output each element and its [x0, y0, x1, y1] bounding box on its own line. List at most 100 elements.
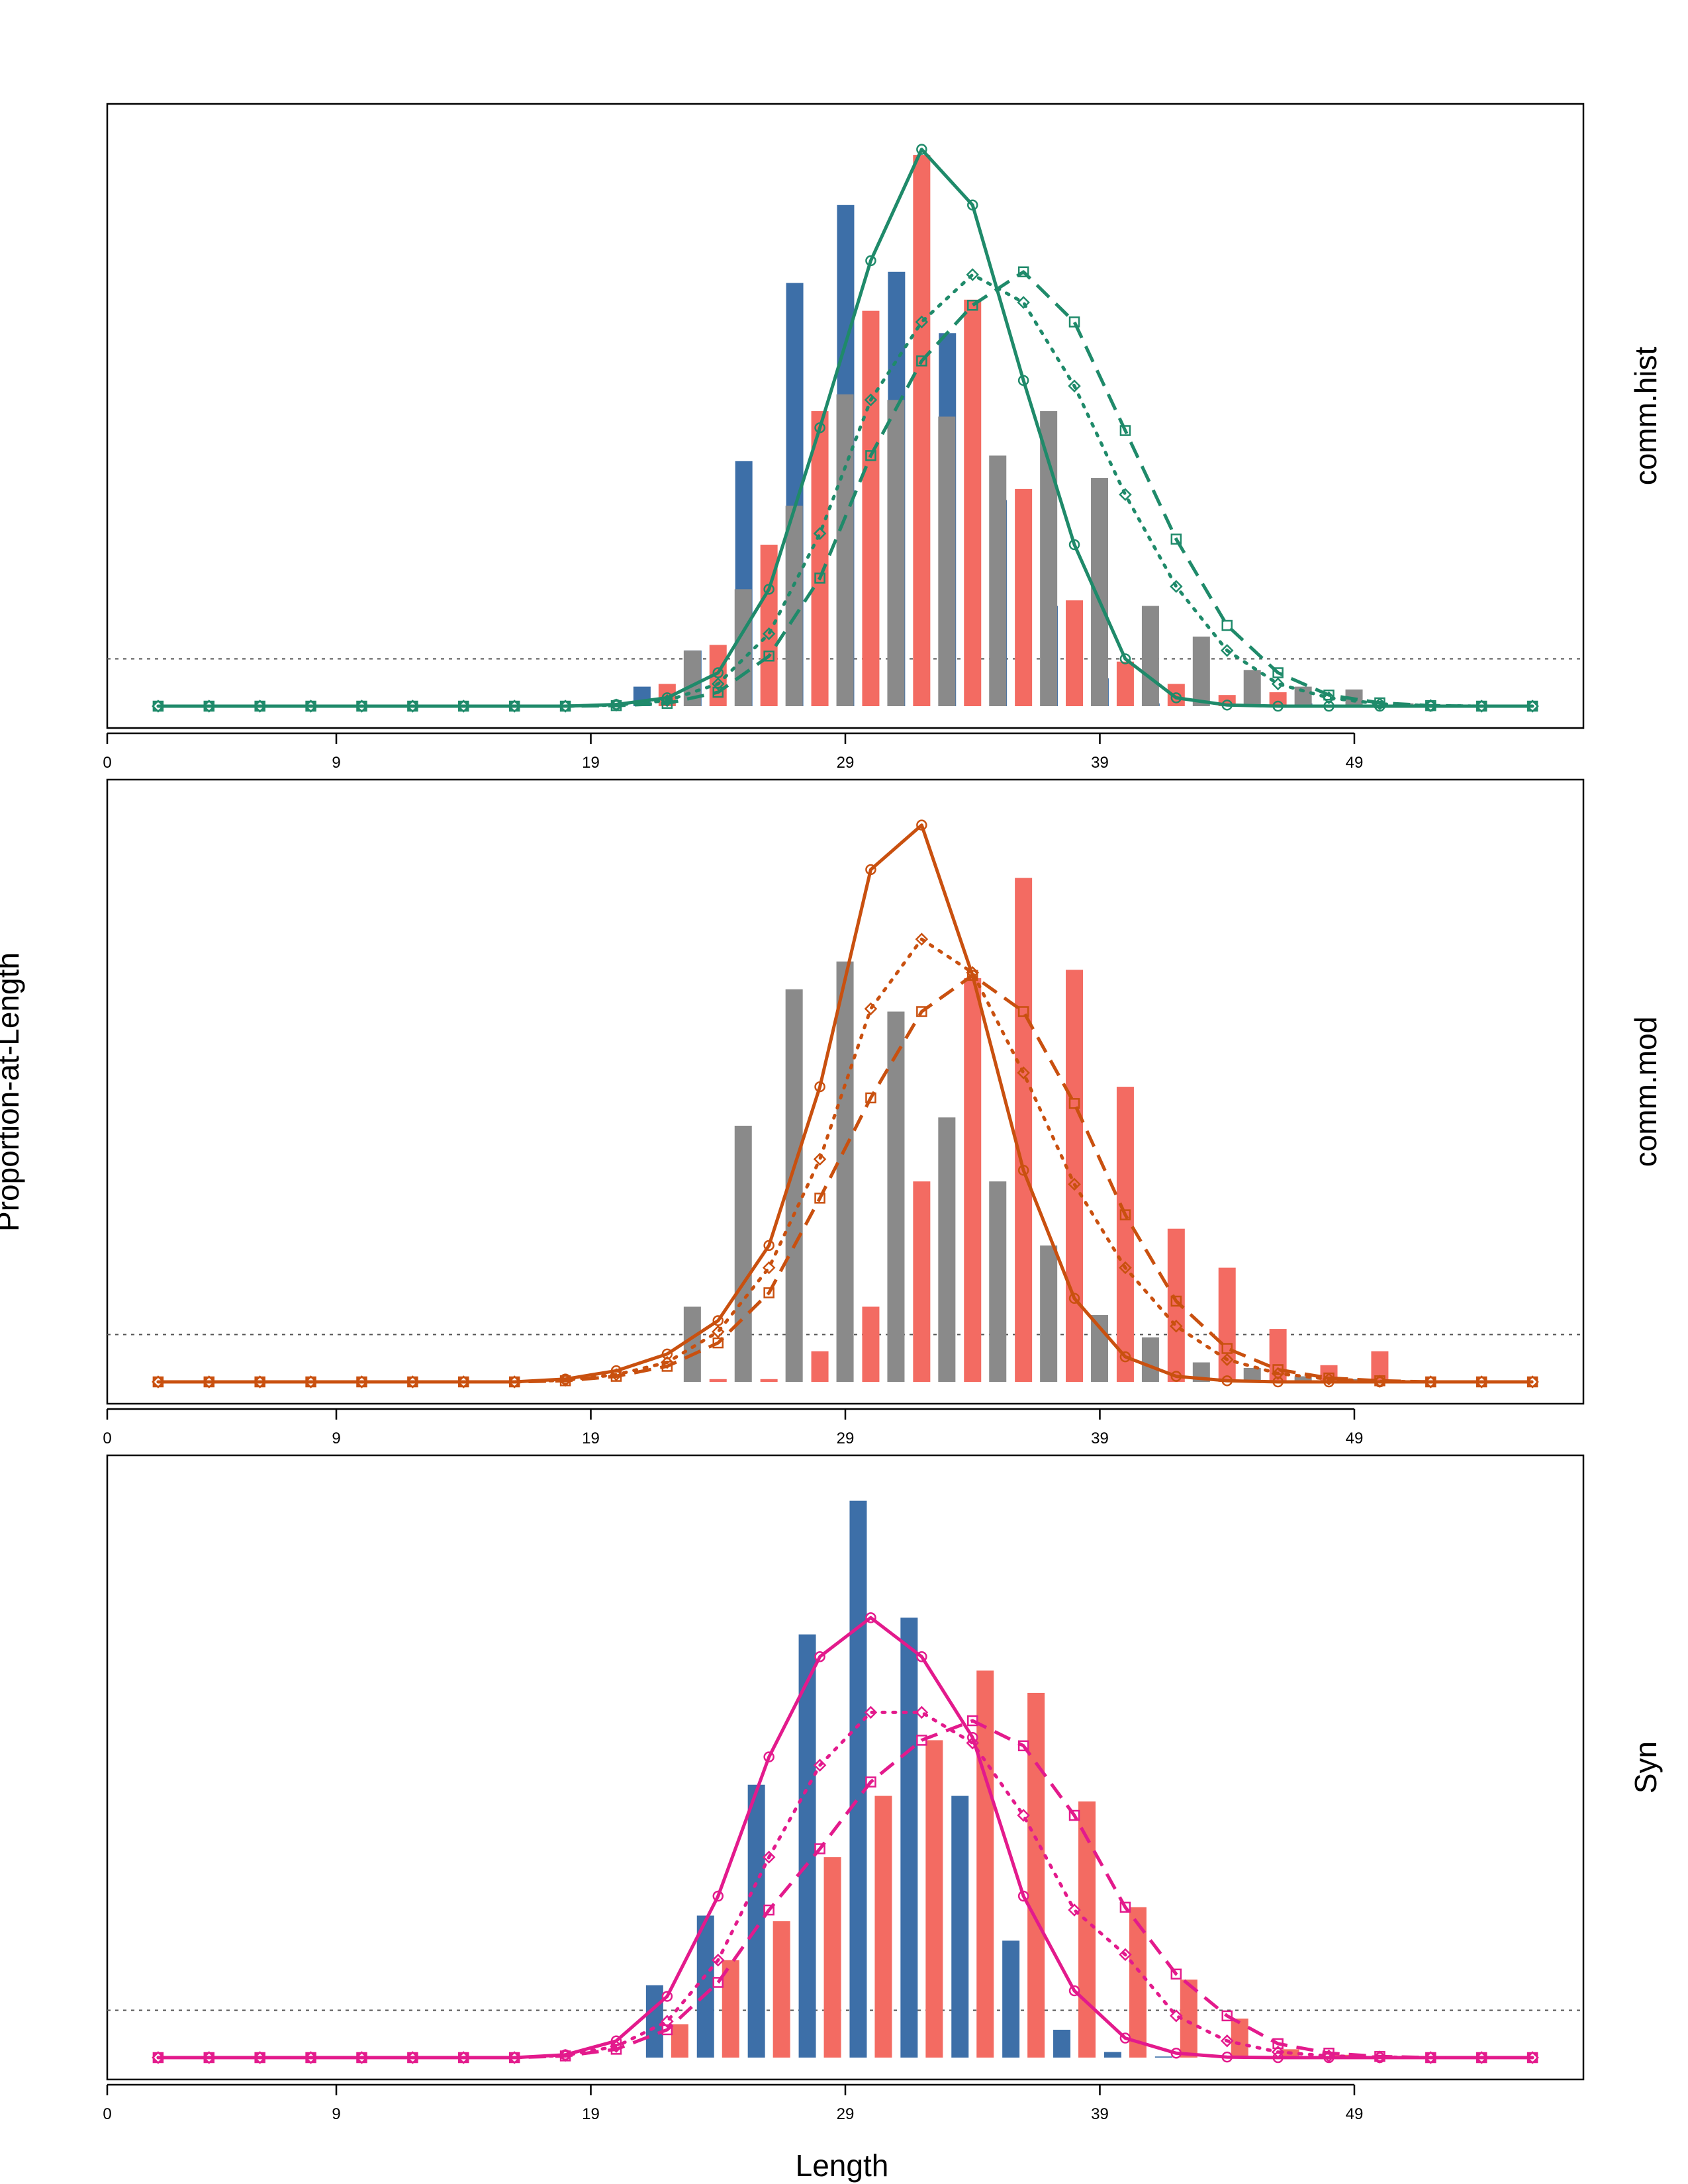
marker-square-2	[254, 700, 265, 712]
bar-s2-11	[1243, 670, 1261, 706]
marker-circle-14	[865, 1612, 876, 1623]
bar-s2-5	[938, 1117, 956, 1382]
line-dashed	[158, 974, 1533, 1384]
bar-s2-9	[1141, 1337, 1159, 1382]
marker-circle-17	[1017, 1165, 1029, 1176]
marker-diamond-20	[1170, 1320, 1183, 1333]
marker-square-11	[712, 686, 724, 698]
bar-s1-11	[1218, 1267, 1236, 1382]
marker-square-23	[1323, 1372, 1335, 1384]
bar-s1-4	[862, 1306, 880, 1382]
bar-s0-7	[1002, 1940, 1020, 2058]
bar-s1-3	[811, 1351, 829, 1382]
marker-square-18	[1068, 316, 1080, 328]
bar-s0-5	[900, 1617, 918, 2058]
marker-square-10	[661, 2024, 673, 2036]
marker-circle-20	[1170, 2048, 1182, 2059]
panel-label: comm.hist	[1628, 346, 1663, 485]
marker-diamond-10	[661, 2015, 674, 2028]
marker-diamond-21	[1220, 1353, 1234, 1367]
marker-circle-21	[1221, 700, 1233, 711]
marker-diamond-15	[915, 933, 929, 946]
marker-square-16	[966, 970, 978, 981]
line-dotted	[156, 273, 1534, 708]
line-dashed	[158, 270, 1533, 708]
bar-s2-4	[887, 400, 905, 706]
bar-s0-10	[1154, 2056, 1172, 2058]
bar-s1-10	[1180, 1979, 1197, 2058]
marker-square-19	[1119, 1901, 1131, 1913]
x-axis-label: Length	[796, 2148, 889, 2183]
bar-s2-1	[734, 589, 752, 706]
bar-s0-6	[951, 1796, 969, 2058]
marker-square-24	[1374, 1375, 1385, 1387]
marker-circle-17	[1017, 375, 1029, 387]
bar-s0-2	[747, 1784, 765, 2058]
marker-square-12	[763, 651, 774, 662]
x-tick-label: 39	[1091, 2105, 1109, 2123]
line-solid	[158, 148, 1533, 708]
marker-diamond-15	[915, 1706, 929, 1719]
bar-s1-11	[1231, 2019, 1248, 2058]
panel-label: comm.mod	[1628, 1017, 1663, 1167]
bar-s2-3	[836, 394, 854, 706]
x-tick-label: 49	[1346, 1430, 1364, 1447]
bar-s1-5	[913, 1181, 931, 1382]
bar-s1-4	[874, 1796, 892, 2058]
marker-circle-10	[661, 1991, 673, 2002]
marker-square-22	[1272, 1364, 1284, 1375]
bar-s0-8	[1053, 2029, 1071, 2058]
marker-diamond-24	[1373, 1375, 1387, 1388]
marker-diamond-11	[711, 1325, 725, 1339]
panel-1: 0 9 19 29 39 49 comm.mod	[103, 778, 1663, 1447]
x-tick-label: 0	[103, 754, 111, 772]
marker-square-22	[1272, 667, 1284, 678]
bar-s0-3	[798, 1634, 816, 2058]
marker-square-21	[1221, 1343, 1233, 1354]
x-tick-label: 29	[837, 1430, 855, 1447]
marker-circle-19	[1119, 1351, 1131, 1363]
marker-square-12	[763, 1287, 774, 1298]
marker-diamond-22	[1271, 677, 1285, 691]
line-solid	[158, 823, 1533, 1384]
bar-s1-9	[1116, 661, 1134, 706]
panel-frame	[106, 1454, 1585, 2081]
line-dotted	[156, 1710, 1534, 2060]
bar-s2-3	[836, 961, 854, 1382]
marker-square-4	[356, 2052, 367, 2064]
marker-square-0	[152, 1376, 164, 1388]
marker-square-7	[508, 2052, 520, 2064]
marker-square-20	[1170, 1295, 1182, 1307]
marker-square-19	[1119, 425, 1131, 436]
bar-s2-7	[1040, 1245, 1058, 1382]
marker-square-8	[559, 1375, 571, 1387]
marker-square-27	[1526, 2052, 1538, 2064]
x-tick-label: 19	[582, 1430, 600, 1447]
marker-circle-18	[1068, 539, 1080, 551]
marker-square-5	[407, 2052, 418, 2064]
bar-s2-0	[683, 1306, 701, 1382]
bar-s1-6	[964, 978, 982, 1382]
bar-s1-7	[1015, 488, 1033, 706]
marker-square-17	[1017, 1740, 1029, 1752]
marker-square-3	[305, 1376, 316, 1388]
marker-square-8	[559, 2050, 571, 2062]
panel-0: 0 9 19 29 39 49 comm.hist	[103, 103, 1663, 772]
marker-diamond-17	[1017, 1809, 1030, 1822]
x-tick-label: 19	[582, 754, 600, 772]
bar-s1-6	[964, 299, 982, 706]
marker-square-5	[407, 1376, 418, 1388]
marker-diamond-20	[1170, 580, 1183, 593]
marker-square-0	[152, 2052, 164, 2064]
x-tick-label: 19	[582, 2105, 600, 2123]
bar-s1-3	[823, 1857, 841, 2058]
marker-square-15	[916, 1006, 927, 1017]
marker-square-25	[1425, 1376, 1436, 1388]
marker-square-13	[814, 572, 825, 584]
x-tick-label: 29	[837, 754, 855, 772]
panel-2: 0 9 19 29 39 49 Syn	[103, 1454, 1663, 2123]
marker-diamond-17	[1017, 296, 1030, 309]
marker-square-6	[458, 1376, 469, 1388]
x-tick-label: 39	[1091, 1430, 1109, 1447]
